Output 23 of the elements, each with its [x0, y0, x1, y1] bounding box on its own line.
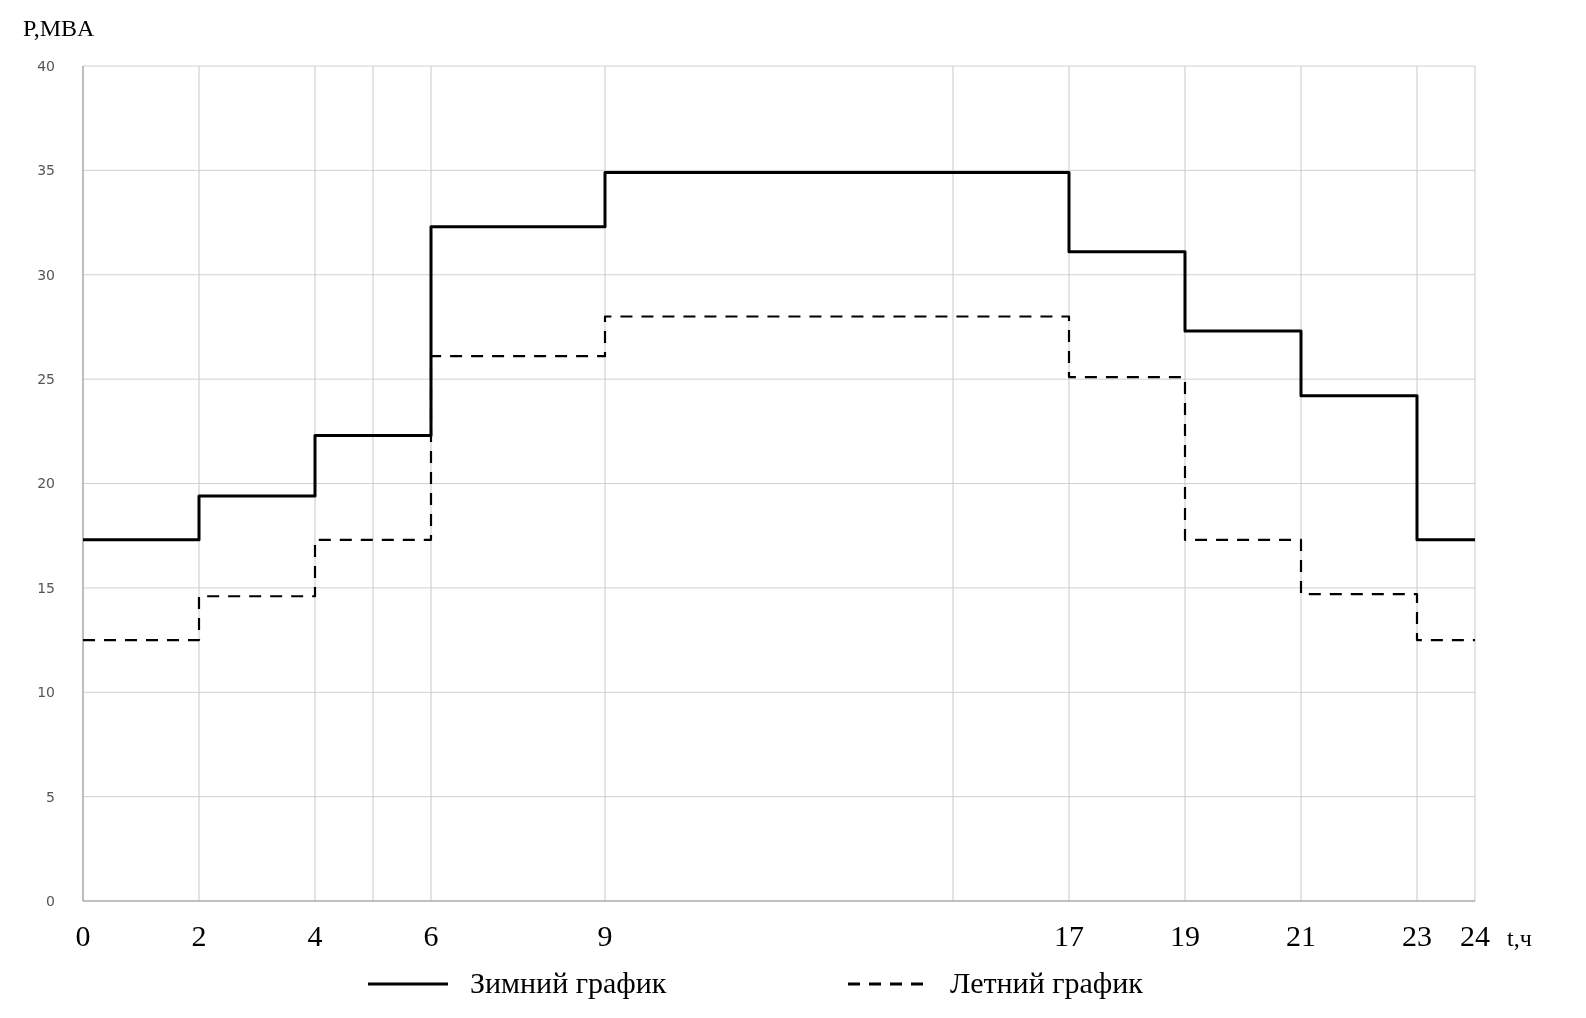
- y-tick-label: 20: [37, 475, 55, 492]
- x-tick-label: 2: [191, 919, 207, 952]
- y-tick-label: 0: [46, 892, 55, 909]
- x-tick-label: 6: [423, 919, 439, 952]
- y-tick-label: 40: [37, 57, 55, 74]
- y-tick-label: 5: [46, 788, 55, 805]
- x-tick-label: 21: [1286, 919, 1316, 952]
- x-tick-label: 19: [1170, 919, 1200, 952]
- y-tick-label: 15: [37, 579, 55, 596]
- y-tick-label: 35: [37, 162, 55, 179]
- x-tick-label: 23: [1402, 919, 1432, 952]
- x-tick-label: 9: [597, 919, 613, 952]
- x-tick-label: 4: [307, 919, 323, 952]
- y-tick-label: 10: [37, 684, 55, 701]
- x-tick-label: 17: [1054, 919, 1084, 952]
- y-tick-label: 25: [37, 371, 55, 388]
- y-axis-title: P,MBA: [23, 15, 96, 41]
- x-axis-title: t,ч: [1507, 925, 1532, 951]
- y-tick-label: 30: [37, 266, 55, 283]
- legend-label: Летний график: [950, 966, 1144, 999]
- x-tick-label: 0: [75, 919, 91, 952]
- legend-label: Зимний график: [470, 966, 667, 999]
- x-tick-label: 24: [1460, 919, 1490, 952]
